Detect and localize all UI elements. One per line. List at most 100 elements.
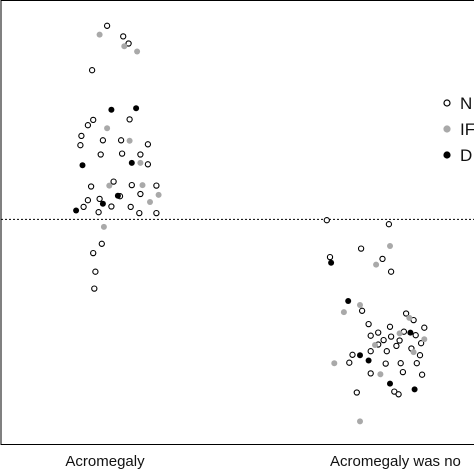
point-d-0	[108, 106, 115, 113]
point-if-16	[396, 330, 403, 337]
point-n-34	[323, 217, 330, 224]
point-d-4	[114, 192, 121, 199]
point-n-68	[391, 388, 398, 395]
point-n-48	[367, 332, 374, 339]
point-if-17	[372, 342, 378, 348]
point-n-67	[418, 371, 426, 378]
legend-marker-d	[443, 151, 451, 159]
point-n-33	[91, 285, 98, 292]
point-d-8	[345, 298, 352, 304]
point-n-26	[127, 203, 134, 211]
point-n-39	[387, 268, 395, 275]
point-n-45	[421, 324, 428, 331]
point-n-17	[110, 178, 117, 185]
point-n-11	[77, 142, 84, 149]
point-n-13	[118, 150, 126, 157]
point-d-9	[407, 329, 414, 336]
legend-label-d: D	[460, 146, 472, 165]
point-if-11	[387, 243, 393, 249]
point-n-59	[416, 352, 424, 359]
point-n-57	[367, 348, 374, 355]
point-if-0	[96, 31, 103, 38]
point-n-69	[395, 391, 402, 398]
point-n-70	[353, 389, 360, 396]
point-n-1	[120, 33, 127, 40]
point-d-11	[387, 380, 393, 387]
point-n-52	[396, 337, 403, 344]
point-n-32	[92, 268, 99, 275]
point-d-6	[73, 207, 80, 214]
point-n-55	[417, 340, 425, 347]
point-if-20	[377, 371, 384, 378]
point-n-65	[367, 370, 374, 377]
point-if-18	[421, 336, 428, 343]
point-n-54	[393, 342, 400, 350]
point-n-64	[413, 360, 420, 367]
point-n-7	[99, 137, 107, 144]
category-label-acromegaly-was-no: Acromegaly was no	[330, 453, 461, 470]
point-n-16	[87, 183, 95, 190]
point-n-20	[137, 190, 144, 198]
point-n-5	[84, 122, 92, 129]
point-d-7	[328, 259, 335, 266]
point-n-66	[399, 368, 407, 376]
point-d-13	[365, 357, 372, 364]
point-if-12	[373, 261, 380, 268]
legend: N IF D	[443, 94, 474, 165]
point-n-0	[103, 22, 111, 29]
point-n-24	[108, 203, 115, 210]
point-n-49	[387, 333, 395, 340]
point-if-2	[134, 48, 141, 55]
point-if-14	[340, 309, 347, 316]
point-if-9	[147, 199, 153, 205]
point-d-3	[128, 159, 135, 166]
point-if-1	[121, 43, 128, 50]
point-n-8	[78, 132, 85, 140]
point-if-7	[106, 182, 113, 189]
point-n-2	[125, 40, 132, 47]
point-d-12	[411, 386, 418, 393]
point-n-12	[97, 151, 104, 158]
point-if-10	[100, 223, 107, 230]
point-n-50	[412, 332, 419, 339]
point-if-13	[357, 302, 363, 308]
point-n-25	[80, 203, 87, 211]
point-n-35	[385, 221, 393, 228]
point-n-23	[84, 197, 92, 204]
point-n-44	[386, 323, 394, 330]
point-d-5	[99, 200, 106, 207]
category-label-acromegaly: Acromegaly	[65, 453, 145, 470]
point-n-63	[382, 360, 389, 367]
point-n-46	[375, 329, 382, 336]
point-n-61	[346, 359, 353, 366]
legend-marker-n	[443, 99, 451, 107]
legend-label-n: N	[460, 94, 472, 113]
point-n-41	[402, 310, 410, 317]
point-n-6	[126, 116, 133, 123]
point-if-5	[137, 159, 144, 166]
data-points	[73, 22, 428, 425]
point-if-8	[155, 191, 162, 198]
point-n-15	[144, 161, 152, 168]
point-n-14	[137, 151, 144, 158]
point-n-19	[153, 182, 160, 189]
point-n-36	[357, 245, 365, 252]
point-if-22	[410, 349, 417, 356]
point-n-9	[117, 137, 125, 144]
point-if-4	[126, 137, 133, 144]
point-n-51	[380, 336, 387, 344]
point-n-18	[128, 181, 135, 189]
point-n-30	[98, 240, 105, 247]
point-d-1	[133, 105, 140, 112]
point-if-3	[104, 125, 111, 132]
point-d-10	[357, 352, 363, 359]
point-n-27	[136, 209, 143, 217]
point-n-28	[153, 209, 160, 217]
point-if-15	[406, 314, 413, 321]
point-d-2	[79, 162, 86, 169]
point-n-40	[358, 307, 366, 314]
point-n-22	[96, 195, 103, 203]
point-n-43	[365, 320, 372, 328]
point-n-37	[326, 253, 334, 261]
point-if-19	[331, 360, 338, 367]
